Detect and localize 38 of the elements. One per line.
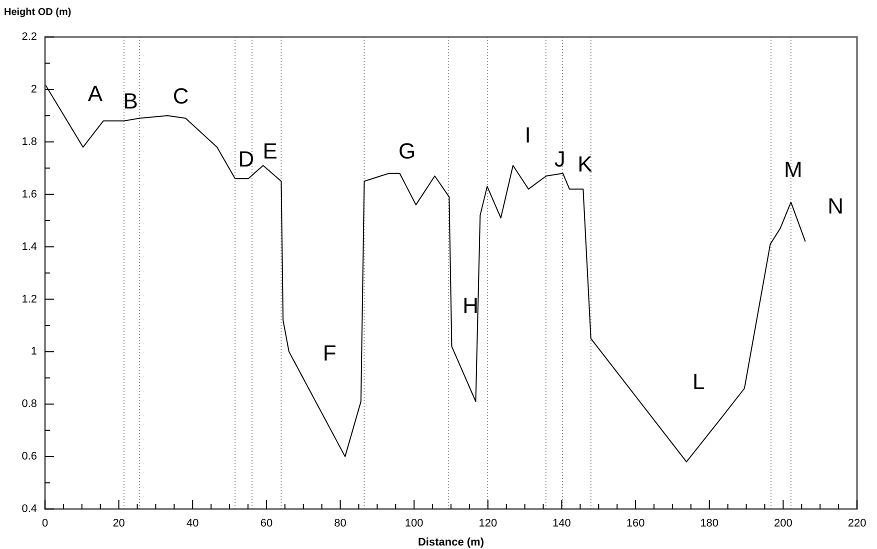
x-tick-label: 100 (404, 518, 424, 530)
x-axis-title: Distance (m) (418, 536, 484, 548)
y-tick-label: 1.2 (22, 293, 37, 306)
y-tick-label: 1.6 (22, 188, 37, 200)
annotation: L (692, 369, 705, 394)
y-tick-label: 0.6 (22, 450, 37, 463)
y-tick-label: 1.8 (22, 136, 37, 148)
y-tick-label: 0.4 (22, 503, 37, 516)
y-tick-label: 2.2 (22, 31, 37, 44)
y-axis-title: Height OD (m) (4, 7, 72, 18)
annotation: F (322, 340, 336, 366)
y-tick-label: 1.4 (22, 240, 37, 253)
x-tick-label: 0 (42, 518, 48, 530)
x-tick-label: 120 (478, 518, 498, 530)
x-tick-label: 200 (774, 518, 792, 530)
annotation: J (554, 146, 566, 172)
annotation: M (784, 156, 802, 182)
annotation: C (172, 83, 189, 108)
x-tick-label: 220 (848, 518, 866, 530)
x-tick-label: 20 (112, 518, 125, 530)
x-tick-label: 60 (260, 518, 273, 530)
y-tick-label: 0.8 (22, 398, 37, 410)
annotation: A (88, 80, 103, 106)
y-tick-label: 2 (30, 83, 37, 96)
annotation: N (828, 194, 844, 219)
annotation: B (123, 88, 138, 114)
x-tick-label: 80 (334, 518, 346, 530)
annotation: E (262, 138, 278, 164)
x-tick-label: 160 (626, 518, 645, 530)
annotation: I (524, 122, 531, 148)
annotation: D (238, 146, 254, 172)
x-tick-label: 40 (186, 518, 199, 530)
annotation: G (398, 138, 416, 164)
annotation: K (578, 152, 593, 177)
x-tick-label: 180 (700, 518, 719, 530)
y-tick-label: 1 (30, 346, 37, 358)
annotation: H (462, 293, 479, 318)
x-tick-label: 140 (552, 518, 571, 530)
